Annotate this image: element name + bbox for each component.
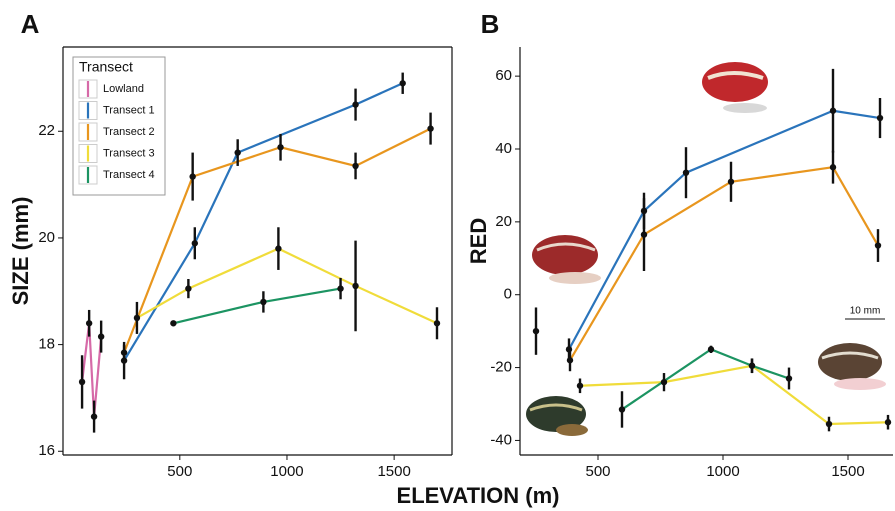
data-point xyxy=(275,245,282,252)
data-point xyxy=(352,101,359,108)
data-point xyxy=(660,378,668,386)
data-point xyxy=(189,173,196,180)
x-tick-label: 500 xyxy=(585,463,610,480)
series-line xyxy=(80,323,103,417)
y-tick-label: -40 xyxy=(490,431,512,448)
y-tick-label: -20 xyxy=(490,359,512,376)
data-point xyxy=(566,357,574,364)
data-point xyxy=(874,242,882,249)
data-point xyxy=(191,240,199,247)
data-point xyxy=(427,125,434,132)
y-axis-label: SIZE (mm) xyxy=(8,197,33,306)
data-point xyxy=(90,413,98,420)
data-point xyxy=(785,375,793,382)
data-point xyxy=(433,320,441,327)
data-point xyxy=(829,107,837,114)
data-point xyxy=(618,406,626,413)
data-point xyxy=(352,282,359,290)
data-point xyxy=(640,231,648,238)
y-tick-label: 18 xyxy=(38,336,55,353)
y-tick-label: 40 xyxy=(495,140,512,157)
series-line xyxy=(173,287,341,325)
data-point xyxy=(884,419,892,426)
data-point xyxy=(260,298,267,306)
legend-label: Transect 4 xyxy=(103,169,155,181)
series-line xyxy=(621,348,790,411)
data-point xyxy=(97,333,105,340)
data-point xyxy=(748,362,756,369)
y-axis-label: RED xyxy=(466,218,491,264)
x-tick-label: 1000 xyxy=(706,463,739,480)
y-tick-label: 16 xyxy=(38,442,55,459)
legend-label: Transect 1 xyxy=(103,104,155,116)
frog-photo xyxy=(818,343,886,390)
data-point xyxy=(576,382,584,389)
data-point xyxy=(707,346,715,353)
y-tick-label: 60 xyxy=(495,67,512,84)
y-tick-label: 20 xyxy=(38,229,55,246)
data-point xyxy=(682,169,690,176)
frog-photo xyxy=(526,396,588,436)
data-point xyxy=(185,285,192,292)
data-point xyxy=(78,378,86,386)
data-point xyxy=(399,80,406,87)
panel-label: A xyxy=(21,9,40,39)
data-point xyxy=(532,327,540,335)
data-point xyxy=(727,178,735,185)
data-point xyxy=(337,285,344,292)
data-point xyxy=(876,114,884,122)
data-point xyxy=(170,320,177,327)
x-tick-label: 1500 xyxy=(831,463,864,480)
x-tick-label: 1000 xyxy=(270,463,303,480)
frog-photo xyxy=(702,62,768,113)
data-point xyxy=(120,349,128,356)
data-point xyxy=(234,149,241,156)
x-axis-label: ELEVATION (m) xyxy=(397,483,560,508)
legend-label: Lowland xyxy=(103,83,144,95)
data-point xyxy=(829,164,837,171)
y-tick-label: 0 xyxy=(504,286,512,303)
scale-label: 10 mm xyxy=(850,306,881,317)
data-point xyxy=(352,162,359,170)
legend-title: Transect xyxy=(79,59,133,75)
data-point xyxy=(277,144,284,151)
x-tick-label: 500 xyxy=(167,463,192,480)
frog-photo xyxy=(532,235,601,284)
series-line xyxy=(136,247,438,325)
data-point xyxy=(133,314,141,322)
panel-label: B xyxy=(481,9,500,39)
legend-label: Transect 2 xyxy=(103,126,155,138)
data-point xyxy=(825,420,833,428)
legend-label: Transect 3 xyxy=(103,147,155,159)
y-tick-label: 20 xyxy=(495,213,512,230)
y-tick-label: 22 xyxy=(38,122,55,139)
series-line xyxy=(123,82,404,362)
data-point xyxy=(85,320,93,327)
x-tick-label: 1500 xyxy=(377,463,410,480)
